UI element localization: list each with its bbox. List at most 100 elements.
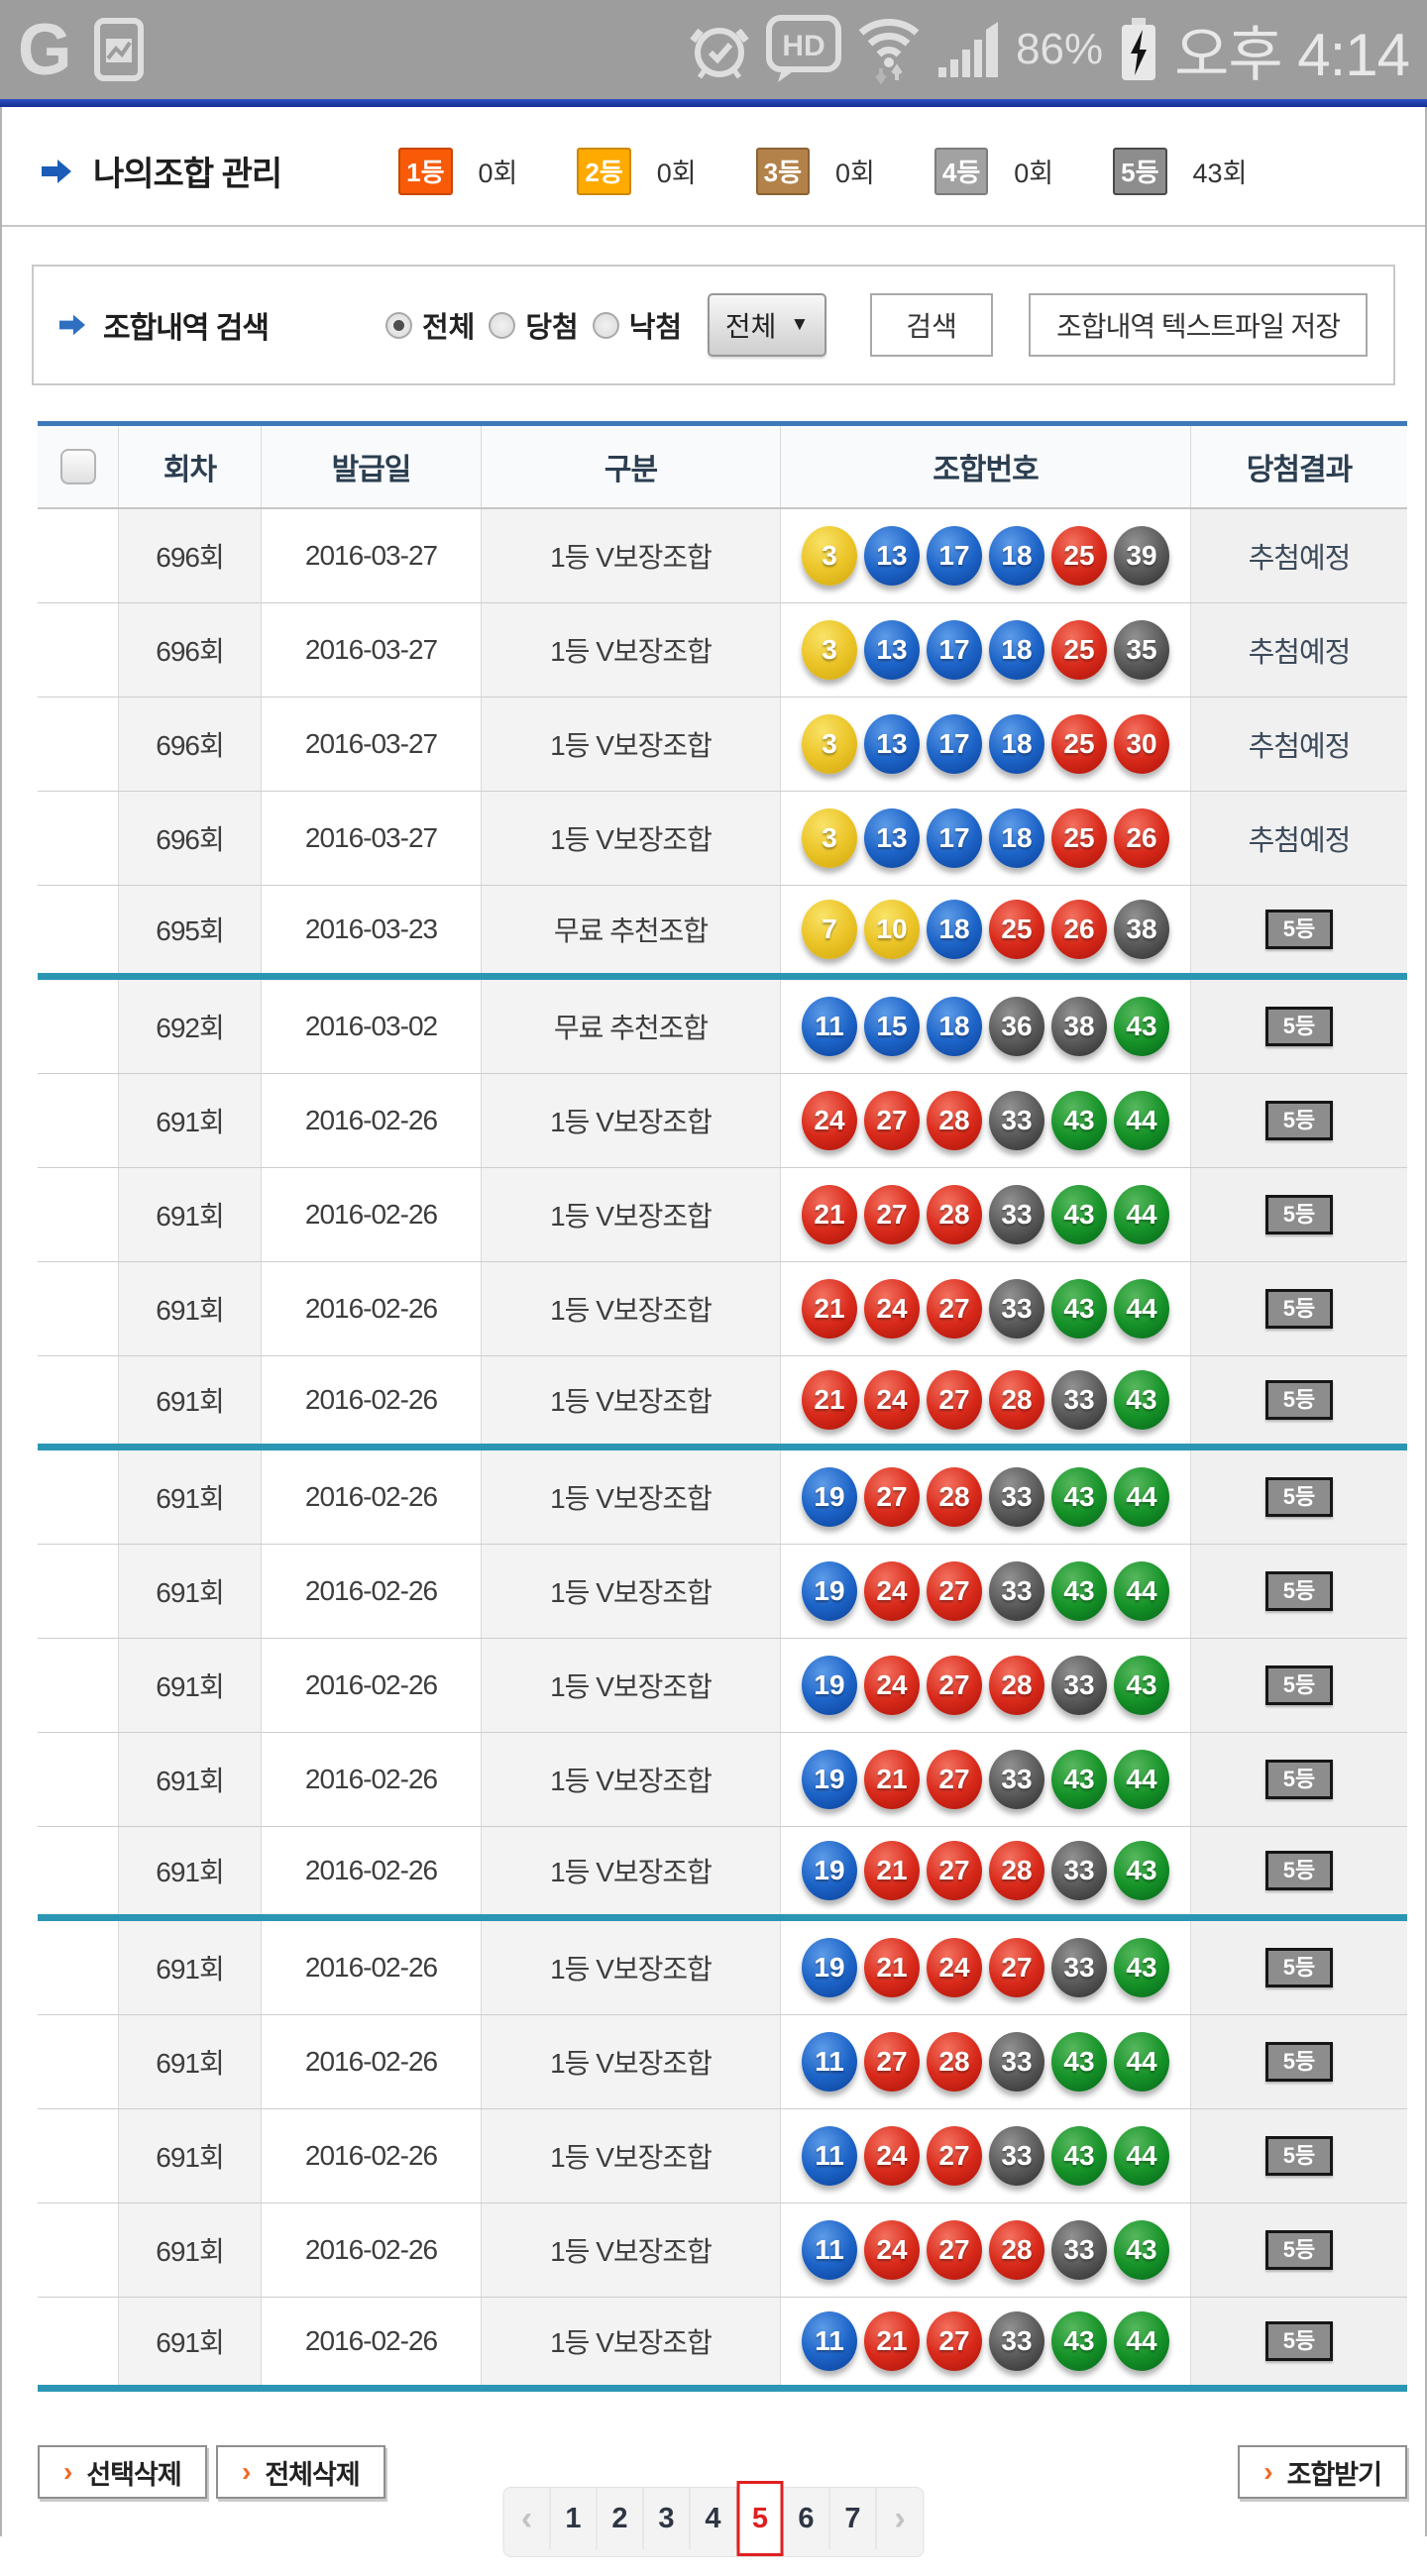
lotto-ball: 25 — [1051, 620, 1107, 680]
lotto-ball: 33 — [989, 1185, 1044, 1244]
delete-selected-button[interactable]: › 선택삭제 — [38, 2445, 207, 2499]
ball-group: 7 10 18 25 26 38 — [802, 900, 1169, 959]
row-select-cell — [38, 1262, 119, 1355]
lotto-ball: 25 — [1051, 808, 1107, 868]
radio-selected-icon — [384, 311, 412, 339]
combination-table: 회차 발급일 구분 조합번호 당첨결과 696회 2016-03-27 1등 V보장… — [38, 421, 1407, 2392]
row-date: 2016-02-26 — [262, 1356, 482, 1444]
wifi-icon — [858, 19, 920, 84]
select-all-cell — [38, 426, 119, 507]
lotto-ball: 3 — [802, 620, 857, 680]
lotto-ball: 38 — [1051, 997, 1107, 1056]
ball-group: 21 24 27 28 33 43 — [802, 1370, 1169, 1430]
receive-combination-button[interactable]: › 조합받기 — [1238, 2445, 1407, 2499]
row-date: 2016-02-26 — [262, 1262, 482, 1355]
lotto-ball: 17 — [927, 714, 982, 774]
lotto-ball: 27 — [927, 1370, 982, 1430]
lotto-ball: 43 — [1114, 1370, 1169, 1430]
top-accent-bar — [0, 99, 1427, 107]
ball-group: 3 13 17 18 25 39 — [802, 526, 1169, 586]
lotto-ball: 21 — [864, 1750, 920, 1809]
radio-낙첨[interactable]: 낙첨 — [592, 304, 683, 346]
save-textfile-button[interactable]: 조합내역 텍스트파일 저장 — [1029, 293, 1368, 357]
lotto-ball: 43 — [1114, 1938, 1169, 1997]
delete-all-button[interactable]: › 전체삭제 — [216, 2445, 385, 2499]
lotto-ball: 27 — [927, 1279, 982, 1339]
lotto-ball: 33 — [989, 1091, 1044, 1150]
status-bar: G HD — [0, 0, 1427, 99]
lotto-ball: 25 — [989, 900, 1044, 959]
table-row: 691회 2016-02-26 1등 V보장조합 11 24 27 33 43 44 5등 — [38, 2109, 1407, 2203]
radio-전체[interactable]: 전체 — [384, 304, 475, 346]
page-number-5[interactable]: 5 — [736, 2481, 784, 2556]
row-numbers: 11 21 27 33 43 44 — [781, 2298, 1191, 2385]
search-section: 조합내역 검색 전체 당첨 낙첨 전체 ▼ 검색 조합내역 텍스트파일 저장 — [32, 265, 1395, 385]
row-round: 691회 — [119, 2109, 262, 2202]
lotto-ball: 35 — [1114, 620, 1169, 680]
search-button[interactable]: 검색 — [870, 293, 994, 357]
page-next-chevron-icon[interactable]: › — [894, 2499, 906, 2537]
ball-group: 19 21 24 27 33 43 — [802, 1938, 1169, 1997]
row-select-cell — [38, 792, 119, 885]
radio-label: 낙첨 — [628, 312, 683, 344]
row-round: 691회 — [119, 1921, 262, 2014]
col-date: 발급일 — [262, 426, 482, 507]
lotto-ball: 18 — [989, 620, 1044, 680]
page-number-2[interactable]: 2 — [598, 2488, 644, 2549]
ball-group: 19 24 27 33 43 44 — [802, 1561, 1169, 1621]
lotto-ball: 44 — [1114, 1467, 1169, 1527]
table-row: 691회 2016-02-26 1등 V보장조합 24 27 28 33 43 44 5등 — [38, 1074, 1407, 1168]
row-type: 1등 V보장조합 — [482, 792, 781, 885]
table-row: 691회 2016-02-26 1등 V보장조합 19 21 27 33 43 44 5등 — [38, 1733, 1407, 1827]
page-number-4[interactable]: 4 — [691, 2488, 737, 2549]
table-row: 691회 2016-02-26 1등 V보장조합 21 24 27 28 33 43 5등 — [38, 1356, 1407, 1450]
row-result: 5등 — [1191, 980, 1407, 1073]
search-arrow-icon — [59, 314, 85, 336]
table-row: 696회 2016-03-27 1등 V보장조합 3 13 17 18 25 26 추첨예정 — [38, 792, 1407, 886]
lotto-ball: 33 — [989, 1561, 1044, 1621]
lotto-ball: 33 — [989, 2032, 1044, 2092]
radio-당첨[interactable]: 당첨 — [489, 304, 579, 346]
page-number-6[interactable]: 6 — [784, 2488, 830, 2549]
lotto-ball: 19 — [802, 1561, 857, 1621]
lotto-ball: 19 — [802, 1938, 857, 1997]
page-prev-chevron-icon[interactable]: ‹ — [504, 2488, 551, 2549]
col-numbers: 조합번호 — [781, 426, 1191, 507]
lotto-ball: 24 — [864, 1279, 920, 1339]
row-result: 5등 — [1191, 2109, 1407, 2202]
radio-unselected-icon — [592, 311, 619, 339]
ball-group: 21 27 28 33 43 44 — [802, 1185, 1169, 1244]
table-row: 696회 2016-03-27 1등 V보장조합 3 13 17 18 25 30 추첨예정 — [38, 698, 1407, 792]
rank-count: 43회 — [1192, 159, 1248, 188]
ball-group: 21 24 27 33 43 44 — [802, 1279, 1169, 1339]
row-round: 691회 — [119, 1733, 262, 1826]
page-number-1[interactable]: 1 — [551, 2488, 598, 2549]
lotto-ball: 43 — [1051, 1279, 1107, 1339]
row-numbers: 3 13 17 18 25 26 — [781, 792, 1191, 885]
result-badge: 5등 — [1264, 1476, 1334, 1518]
page-number-7[interactable]: 7 — [830, 2488, 877, 2549]
table-row: 691회 2016-02-26 1등 V보장조합 19 21 24 27 33 43 5등 — [38, 1921, 1407, 2015]
lotto-ball: 36 — [989, 997, 1044, 1056]
rank-badge: 1등 — [398, 147, 453, 195]
ball-group: 11 24 27 28 33 43 — [802, 2220, 1169, 2280]
filter-dropdown[interactable]: 전체 ▼ — [708, 293, 827, 357]
orange-arrow-icon: › — [1263, 2456, 1272, 2487]
lotto-ball: 43 — [1051, 1185, 1107, 1244]
row-type: 1등 V보장조합 — [482, 1074, 781, 1167]
ball-group: 24 27 28 33 43 44 — [802, 1091, 1169, 1150]
lotto-ball: 21 — [864, 1841, 920, 1900]
select-all-checkbox[interactable] — [59, 449, 96, 484]
lotto-ball: 28 — [927, 1185, 982, 1244]
lotto-ball: 33 — [989, 1279, 1044, 1339]
col-round: 회차 — [119, 426, 262, 507]
page-number-3[interactable]: 3 — [644, 2488, 691, 2549]
row-result: 5등 — [1191, 1921, 1407, 2014]
row-result: 5등 — [1191, 1262, 1407, 1355]
lotto-ball: 27 — [927, 1561, 982, 1621]
row-numbers: 21 24 27 33 43 44 — [781, 1262, 1191, 1355]
row-numbers: 3 13 17 18 25 30 — [781, 698, 1191, 791]
lotto-ball: 28 — [989, 2220, 1044, 2280]
rank-count: 0회 — [656, 159, 697, 188]
row-date: 2016-03-27 — [262, 603, 482, 697]
